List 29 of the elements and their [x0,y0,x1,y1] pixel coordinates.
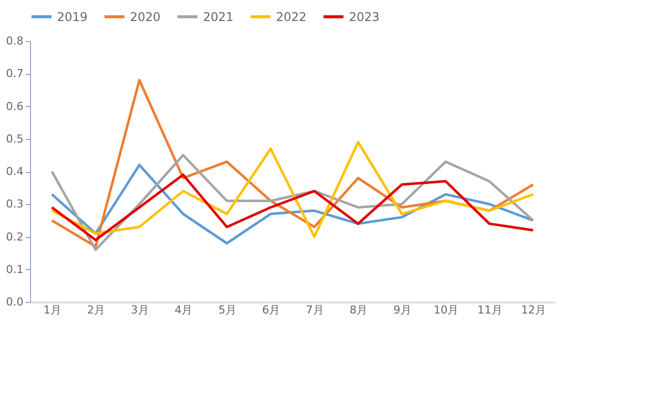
line-series [50,140,534,238]
x-tick-label: 1月 [43,304,62,316]
x-tick-label: 11月 [477,304,502,316]
legend-label: 2019 [57,10,88,24]
x-tick-label: 8月 [350,304,368,316]
y-tick-label: 0.0 [6,296,24,308]
y-tick-label: 0.7 [6,67,24,80]
line-series [50,174,534,242]
legend-label: 2021 [203,10,234,24]
x-tick-label: 4月 [174,304,193,316]
y-tick-label: 0.4 [6,165,24,178]
x-tick-label: 3月 [130,304,149,316]
legend-label: 2023 [349,10,380,24]
line-series [50,154,534,252]
x-tick-label: 2月 [87,304,106,316]
x-tick-label: 5月 [218,304,236,316]
y-tick-label: 0.6 [6,100,24,113]
x-tick-label: 9月 [393,304,412,316]
legend-label: 2020 [130,10,161,24]
y-tick-label: 0.8 [6,34,24,48]
legend-label: 2022 [276,10,307,24]
x-tick-label: 6月 [262,304,280,316]
y-tick-label: 0.1 [6,262,24,276]
x-tick-label: 10月 [434,304,459,316]
x-tick-label: 7月 [306,304,324,316]
y-tick-label: 0.2 [6,230,24,244]
y-tick-label: 0.5 [6,132,24,146]
y-tick-label: 0.3 [6,198,24,211]
x-tick-label: 12月 [521,304,546,316]
